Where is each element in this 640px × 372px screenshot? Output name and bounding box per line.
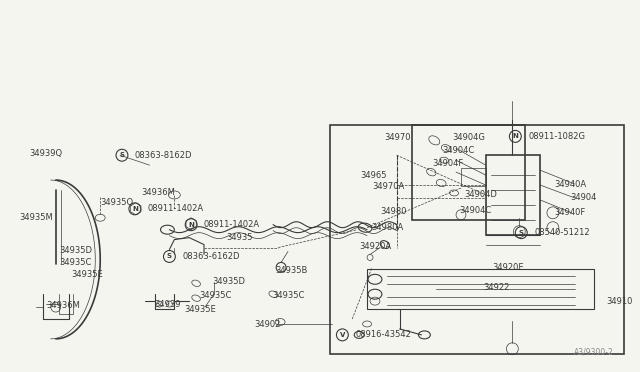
Text: 34922: 34922 bbox=[484, 283, 510, 292]
Text: 08911-1402A: 08911-1402A bbox=[203, 220, 259, 229]
Text: 34935E: 34935E bbox=[72, 270, 103, 279]
Bar bbox=[486, 155, 540, 235]
Text: 34940A: 34940A bbox=[554, 180, 586, 189]
Text: N: N bbox=[132, 206, 138, 212]
Text: V: V bbox=[340, 332, 345, 338]
Text: 34904C: 34904C bbox=[459, 206, 492, 215]
Text: 34935E: 34935E bbox=[184, 305, 216, 314]
Text: 34904F: 34904F bbox=[432, 159, 463, 168]
Text: S: S bbox=[519, 230, 524, 235]
Text: 34980A: 34980A bbox=[371, 223, 403, 232]
Bar bbox=[412, 125, 525, 220]
Text: 34935D: 34935D bbox=[212, 277, 245, 286]
Text: 34904D: 34904D bbox=[464, 190, 497, 199]
Text: 34904C: 34904C bbox=[442, 146, 474, 155]
Text: 34935B: 34935B bbox=[275, 266, 308, 275]
Text: 34935M: 34935M bbox=[19, 213, 53, 222]
Text: 34935D: 34935D bbox=[60, 246, 93, 255]
Text: S: S bbox=[167, 253, 172, 259]
Bar bbox=[367, 269, 595, 309]
Text: 34902: 34902 bbox=[255, 320, 281, 330]
Text: 34939: 34939 bbox=[155, 299, 181, 309]
Text: 34940F: 34940F bbox=[554, 208, 585, 217]
Text: N: N bbox=[513, 134, 518, 140]
Text: 34970: 34970 bbox=[384, 133, 410, 142]
Text: 34920E: 34920E bbox=[493, 263, 524, 272]
Text: 34910: 34910 bbox=[606, 296, 632, 306]
Text: 08363-8162D: 08363-8162D bbox=[135, 151, 192, 160]
Text: 08540-51212: 08540-51212 bbox=[534, 228, 589, 237]
Text: 34936M: 34936M bbox=[46, 301, 80, 310]
Bar bbox=[461, 168, 486, 186]
Text: 34935: 34935 bbox=[227, 233, 253, 242]
Text: 08363-6162D: 08363-6162D bbox=[182, 252, 240, 261]
Text: N: N bbox=[188, 222, 194, 228]
Text: 08911-1402A: 08911-1402A bbox=[148, 204, 204, 213]
Text: 34904G: 34904G bbox=[452, 133, 485, 142]
Text: 34939Q: 34939Q bbox=[29, 149, 62, 158]
Text: 34935C: 34935C bbox=[272, 291, 305, 300]
Text: A3/9300-2: A3/9300-2 bbox=[575, 348, 614, 357]
Text: 34935Q: 34935Q bbox=[100, 198, 133, 207]
Text: S: S bbox=[120, 152, 124, 158]
Bar bbox=[330, 125, 624, 354]
Text: 34936M: 34936M bbox=[141, 189, 175, 198]
Text: 34965: 34965 bbox=[360, 171, 387, 180]
Text: 34920A: 34920A bbox=[359, 242, 391, 251]
Text: 34904: 34904 bbox=[571, 193, 597, 202]
Text: 08916-43542: 08916-43542 bbox=[355, 330, 411, 339]
Text: 08911-1082G: 08911-1082G bbox=[528, 132, 585, 141]
Text: 34980: 34980 bbox=[380, 207, 406, 216]
Text: 34970A: 34970A bbox=[372, 183, 404, 192]
Text: 34935C: 34935C bbox=[199, 291, 232, 300]
Text: 34935C: 34935C bbox=[60, 258, 92, 267]
